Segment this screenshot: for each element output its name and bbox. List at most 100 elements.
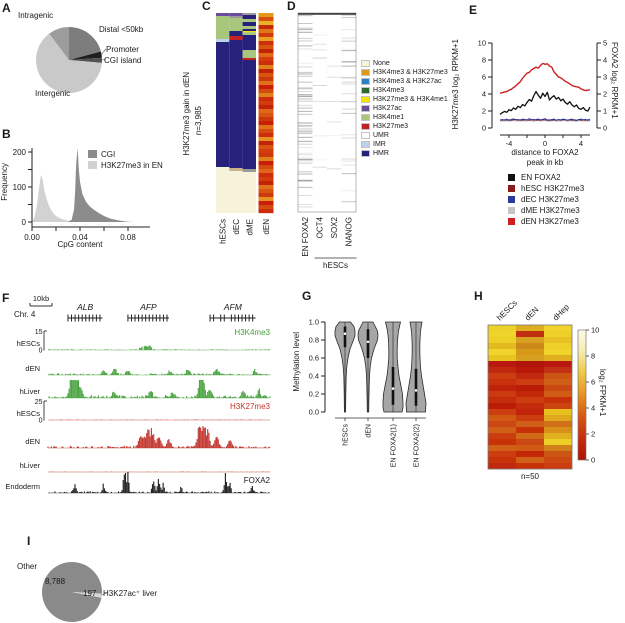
svg-text:0.08: 0.08 <box>120 233 136 242</box>
svg-text:0.0: 0.0 <box>309 408 319 417</box>
svg-text:100: 100 <box>13 183 27 192</box>
svg-text:H3K4me3: H3K4me3 <box>234 328 270 337</box>
svg-text:hESCs: hESCs <box>17 409 41 418</box>
svg-text:hESCs: hESCs <box>323 261 348 270</box>
panel-b-letter: B <box>2 127 11 141</box>
svg-text:200: 200 <box>13 148 27 157</box>
svg-text:5: 5 <box>603 39 607 48</box>
panel-i-pie-chart <box>42 561 108 622</box>
legend-item: EN FOXA2 <box>508 172 584 183</box>
svg-text:dEN: dEN <box>366 424 373 438</box>
svg-text:4: 4 <box>603 56 607 65</box>
svg-text:8: 8 <box>591 352 595 361</box>
panel-c-heatmap: hESCs dEC dME dEN <box>216 13 274 244</box>
panel-a-letter: A <box>2 1 11 15</box>
svg-text:0: 0 <box>39 418 43 425</box>
panel-c-ylabel: H3K27me3 gain in dEN <box>182 72 191 156</box>
panel-c-n-label: n=3,985 <box>194 106 203 136</box>
svg-text:8: 8 <box>482 56 486 65</box>
svg-text:0: 0 <box>39 348 43 355</box>
svg-text:-4: -4 <box>506 139 513 148</box>
panel-e-legend: EN FOXA2 hESC H3K27me3 dEC H3K27me3 dME H3K… <box>508 172 584 227</box>
svg-text:0.8: 0.8 <box>309 336 319 345</box>
panel-b-xlabel: CpG content <box>57 240 103 249</box>
svg-text:AFM: AFM <box>223 302 243 312</box>
panel-e-line-chart: 0 2 4 6 8 10 0 1 2 3 4 5 -4 0 4 <box>478 39 608 149</box>
panel-d-heatmap: EN FOXA2 OCT4 SOX2 NANOG hESCs <box>297 12 357 270</box>
svg-text:Chr. 4: Chr. 4 <box>14 310 36 319</box>
pie-i-label-other: Other <box>17 562 38 571</box>
svg-text:4: 4 <box>482 90 486 99</box>
panel-f-genome-tracks: 10kb Chr. 4 ALB AFP AFM H3K4me3 H3K27me3 FOXA2 h… <box>5 294 271 494</box>
panel-e-letter: E <box>469 3 478 17</box>
svg-text:dHep: dHep <box>551 302 571 322</box>
svg-text:10: 10 <box>478 39 486 48</box>
legend-swatch-cgi <box>88 150 97 158</box>
svg-text:dEN: dEN <box>25 437 40 446</box>
panel-g-letter: G <box>302 289 312 303</box>
svg-text:0: 0 <box>591 456 595 465</box>
panel-e-xlabel-line2: peak in kb <box>526 158 564 167</box>
svg-text:10kb: 10kb <box>33 294 49 303</box>
pie-i-value-liver: 197 <box>83 589 97 598</box>
svg-text:dME: dME <box>245 219 254 235</box>
svg-text:dEN: dEN <box>523 305 541 323</box>
svg-text:2: 2 <box>603 90 607 99</box>
panel-f-letter: F <box>2 291 10 305</box>
legend-item: H3K4me3 <box>361 86 448 95</box>
panel-h-heatmap: hESCs dEN dHep 0 2 4 6 8 10 <box>487 298 599 470</box>
svg-text:OCT4: OCT4 <box>316 216 325 238</box>
pie-i-label-liver: H3K27ac⁺ liver <box>103 589 158 598</box>
legend-item: UMR <box>361 131 448 140</box>
svg-text:3: 3 <box>603 73 607 82</box>
svg-text:0.00: 0.00 <box>24 233 40 242</box>
panel-e-xlabel-line1: distance to FOXA2 <box>511 148 579 157</box>
legend-item: IMR <box>361 140 448 149</box>
svg-text:FOXA2: FOXA2 <box>244 476 271 485</box>
svg-text:2: 2 <box>482 107 486 116</box>
pie-i-value-other: 8,788 <box>45 577 66 586</box>
pie-a-label-promoter: Promoter <box>106 45 139 54</box>
legend-item: H3K4me1 <box>361 113 448 122</box>
legend-item: H3K27me3 & H3K4me1 <box>361 95 448 104</box>
svg-text:hESCs: hESCs <box>495 298 519 322</box>
svg-text:EN FOXA2(2): EN FOXA2(2) <box>414 424 421 467</box>
legend-item: H3K4me3 & H3K27ac <box>361 77 448 86</box>
pie-a-label-distal: Distal <50kb <box>99 25 144 34</box>
panel-c-letter: C <box>202 0 211 13</box>
legend-label-cgi: CGI <box>101 150 116 159</box>
legend-item: None <box>361 59 448 68</box>
legend-item: H3K27ac <box>361 104 448 113</box>
svg-text:EN FOXA2: EN FOXA2 <box>301 216 310 256</box>
legend-item: dEC H3K27me3 <box>508 194 584 205</box>
panel-i-letter: I <box>27 534 31 548</box>
svg-text:EN FOXA2(1): EN FOXA2(1) <box>391 424 398 467</box>
svg-text:dEC: dEC <box>232 219 241 235</box>
svg-text:0: 0 <box>543 139 547 148</box>
svg-text:0: 0 <box>482 124 486 133</box>
svg-text:hESCs: hESCs <box>343 424 350 446</box>
panel-e-ylabel-right: FOXA2 log₂ RPKM+1 <box>610 42 619 119</box>
legend-item: HMR <box>361 149 448 158</box>
svg-text:2: 2 <box>591 430 595 439</box>
panel-g-violin-chart: 0.0 0.2 0.4 0.6 0.8 1.0 hESCs dEN EN FOXA2(1) EN … <box>309 318 427 467</box>
svg-text:1: 1 <box>603 107 607 116</box>
svg-text:4: 4 <box>579 139 583 148</box>
svg-text:4: 4 <box>591 404 595 413</box>
svg-text:6: 6 <box>591 378 595 387</box>
legend-item: H3K4me3 & H3K27me3 <box>361 68 448 77</box>
legend-label-h3k27me3-en: H3K27me3 in EN <box>101 161 163 170</box>
svg-text:1.0: 1.0 <box>309 318 319 327</box>
panel-h-colorbar-label: log₂ FPKM+1 <box>598 369 607 417</box>
pie-a-label-intergenic: Intergenic <box>35 89 71 98</box>
chromatin-state-legend: None H3K4me3 & H3K27me3 H3K4me3 & H3K27ac H… <box>361 59 448 158</box>
panel-h-n-label: n=50 <box>520 472 540 481</box>
panel-h-letter: H <box>474 289 483 303</box>
pie-a-label-cgi: CGI island <box>104 56 142 65</box>
panel-d-letter: D <box>287 0 296 13</box>
legend-item: hESC H3K27me3 <box>508 183 584 194</box>
svg-text:Endoderm: Endoderm <box>5 482 40 491</box>
legend-item: dEN H3K27me3 <box>508 216 584 227</box>
svg-text:hESCs: hESCs <box>17 339 41 348</box>
